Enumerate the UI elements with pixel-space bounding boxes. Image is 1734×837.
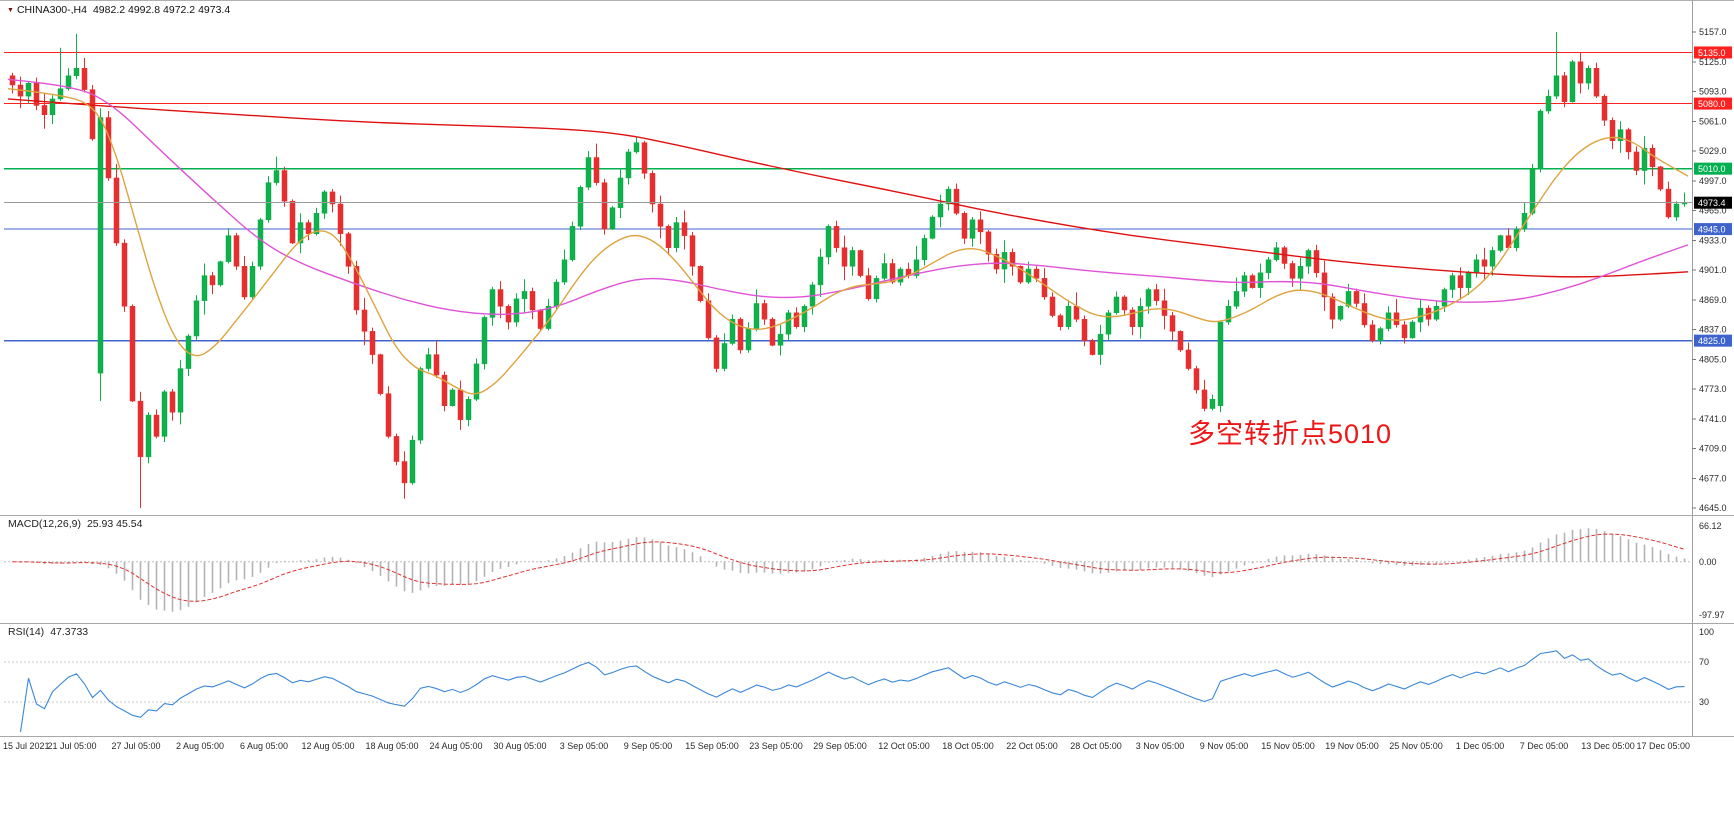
svg-text:17 Dec 05:00: 17 Dec 05:00 (1636, 741, 1690, 751)
svg-text:4869.0: 4869.0 (1699, 295, 1727, 305)
moving-averages-layer (7, 78, 1689, 395)
svg-text:-97.97: -97.97 (1699, 610, 1725, 620)
svg-text:0.00: 0.00 (1699, 557, 1717, 567)
svg-text:24 Aug 05:00: 24 Aug 05:00 (429, 741, 482, 751)
svg-text:4965.0: 4965.0 (1699, 206, 1727, 216)
svg-text:22 Oct 05:00: 22 Oct 05:00 (1006, 741, 1058, 751)
svg-text:5093.0: 5093.0 (1699, 87, 1727, 97)
svg-text:9 Sep 05:00: 9 Sep 05:00 (624, 741, 673, 751)
svg-text:3 Sep 05:00: 3 Sep 05:00 (560, 741, 609, 751)
svg-text:9 Nov 05:00: 9 Nov 05:00 (1200, 741, 1249, 751)
svg-text:15 Sep 05:00: 15 Sep 05:00 (685, 741, 739, 751)
svg-text:70: 70 (1699, 657, 1709, 667)
rsi-panel: 100 70 30 (4, 627, 1714, 733)
svg-text:4997.0: 4997.0 (1699, 176, 1727, 186)
svg-text:30: 30 (1699, 697, 1709, 707)
svg-text:5029.0: 5029.0 (1699, 146, 1727, 156)
svg-text:66.12: 66.12 (1699, 521, 1722, 531)
svg-text:4933.0: 4933.0 (1699, 235, 1727, 245)
price-badge (1694, 196, 1732, 209)
symbol-period-label: CHINA300-,H4 (16, 4, 87, 16)
svg-text:2 Aug 05:00: 2 Aug 05:00 (176, 741, 224, 751)
svg-text:5080.0: 5080.0 (1698, 99, 1726, 109)
svg-text:4741.0: 4741.0 (1699, 414, 1727, 424)
svg-text:15 Nov 05:00: 15 Nov 05:00 (1261, 741, 1315, 751)
macd-values: 25.93 45.54 (86, 518, 143, 530)
svg-text:3 Nov 05:00: 3 Nov 05:00 (1136, 741, 1185, 751)
svg-text:19 Nov 05:00: 19 Nov 05:00 (1325, 741, 1379, 751)
price-badge (1694, 46, 1732, 59)
svg-text:23 Sep 05:00: 23 Sep 05:00 (749, 741, 803, 751)
svg-text:18 Oct 05:00: 18 Oct 05:00 (942, 741, 994, 751)
svg-text:5157.0: 5157.0 (1699, 27, 1727, 37)
svg-text:4645.0: 4645.0 (1699, 503, 1727, 513)
ohlc-values: 4982.2 4992.8 4972.2 4973.4 (92, 4, 231, 16)
svg-text:5125.0: 5125.0 (1699, 57, 1727, 67)
svg-text:29 Sep 05:00: 29 Sep 05:00 (813, 741, 867, 751)
svg-text:4709.0: 4709.0 (1699, 444, 1727, 454)
svg-text:5061.0: 5061.0 (1699, 116, 1727, 126)
svg-text:18 Aug 05:00: 18 Aug 05:00 (365, 741, 418, 751)
price-badge (1694, 97, 1732, 110)
ma-fast-line (7, 88, 1689, 395)
level-lines[interactable] (4, 51, 1692, 342)
price-axis: 5157.0 5125.0 5093.0 5061.0 5029.0 4997.0 4965… (1692, 27, 1727, 513)
macd-name: MACD(12,26,9) (8, 518, 81, 530)
price-badges: 5135.0 5080.0 5010.0 4945.0 4825.0 4973.4 (4, 46, 1732, 347)
svg-text:4677.0: 4677.0 (1699, 473, 1727, 483)
svg-text:5010.0: 5010.0 (1698, 164, 1726, 174)
rsi-line (19, 650, 1685, 733)
price-badge (1694, 162, 1732, 175)
svg-text:4825.0: 4825.0 (1698, 336, 1726, 346)
price-badge (1694, 334, 1732, 347)
macd-panel: 66.12 0.00 -97.97 (4, 521, 1725, 620)
rsi-name: RSI(14) (8, 626, 45, 638)
svg-text:12 Oct 05:00: 12 Oct 05:00 (878, 741, 930, 751)
svg-text:4773.0: 4773.0 (1699, 384, 1727, 394)
price-badge (1694, 223, 1732, 236)
ma-slow-line (7, 98, 1689, 278)
svg-text:21 Jul 05:00: 21 Jul 05:00 (47, 741, 96, 751)
svg-text:4945.0: 4945.0 (1698, 225, 1726, 235)
svg-text:7 Dec 05:00: 7 Dec 05:00 (1520, 741, 1569, 751)
chart-annotation-text: 多空转折点5010 (1188, 419, 1393, 449)
svg-text:15 Jul 2021: 15 Jul 2021 (3, 741, 50, 751)
svg-text:12 Aug 05:00: 12 Aug 05:00 (301, 741, 354, 751)
ma-medium-line (7, 78, 1689, 315)
svg-text:27 Jul 05:00: 27 Jul 05:00 (111, 741, 160, 751)
svg-text:6 Aug 05:00: 6 Aug 05:00 (240, 741, 288, 751)
svg-text:25 Nov 05:00: 25 Nov 05:00 (1389, 741, 1443, 751)
svg-text:1 Dec 05:00: 1 Dec 05:00 (1456, 741, 1505, 751)
svg-text:5135.0: 5135.0 (1698, 48, 1726, 58)
svg-text:28 Oct 05:00: 28 Oct 05:00 (1070, 741, 1122, 751)
rsi-value: 47.3733 (50, 626, 89, 638)
symbol-dropdown-icon: ▼ (7, 7, 14, 14)
svg-text:4973.4: 4973.4 (1698, 198, 1726, 208)
svg-text:4805.0: 4805.0 (1699, 354, 1727, 364)
svg-text:4837.0: 4837.0 (1699, 325, 1727, 335)
macd-signal-line (12, 533, 1685, 602)
svg-text:4901.0: 4901.0 (1699, 265, 1727, 275)
svg-text:30 Aug 05:00: 30 Aug 05:00 (493, 741, 546, 751)
macd-indicator-label: MACD(12,26,9) 25.93 45.54 (8, 518, 142, 530)
rsi-indicator-label: RSI(14) 47.3733 (8, 626, 88, 638)
svg-text:13 Dec 05:00: 13 Dec 05:00 (1581, 741, 1635, 751)
chart-header: ▼ CHINA300-,H4 4982.2 4992.8 4972.2 4973.4 (7, 4, 230, 16)
panel-dividers (0, 0, 1734, 737)
svg-text:100: 100 (1699, 627, 1714, 637)
